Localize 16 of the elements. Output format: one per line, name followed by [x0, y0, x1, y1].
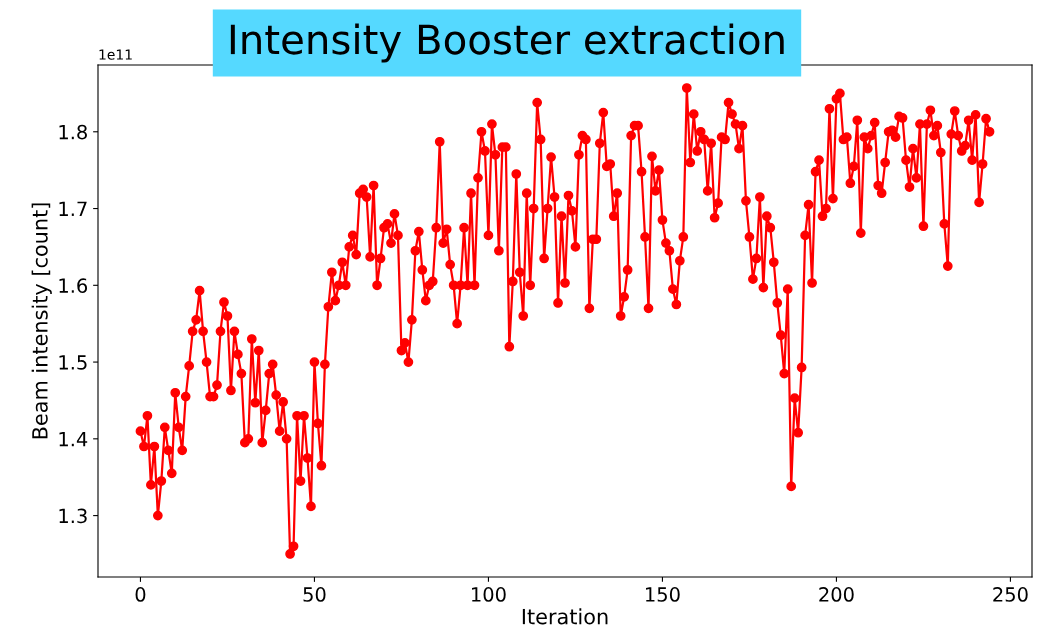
text: 1e11: [99, 49, 132, 60]
y-tick-label: 1.6: [59, 278, 88, 293]
y-tick-label: 1.7: [59, 201, 87, 216]
x-tick-label: 0: [135, 587, 146, 602]
y-axis-title: Beam intensity [count]: [31, 203, 52, 439]
y-tick-label: 1.8: [59, 124, 87, 140]
y-tick-label: 1.4: [59, 432, 88, 447]
x-tick-label: 50: [303, 587, 326, 602]
x-tick-label: 150: [646, 587, 680, 602]
x-tick-label: 200: [819, 587, 854, 602]
chart-title: Intensity Booster extraction: [230, 23, 784, 63]
x-tick-label: 100: [472, 587, 506, 602]
y-tick-label: 1.5: [59, 355, 87, 370]
x-axis-title: Iteration: [522, 608, 608, 625]
y-tick-label: 1.3: [59, 508, 87, 524]
x-tick-label: 250: [993, 587, 1028, 602]
